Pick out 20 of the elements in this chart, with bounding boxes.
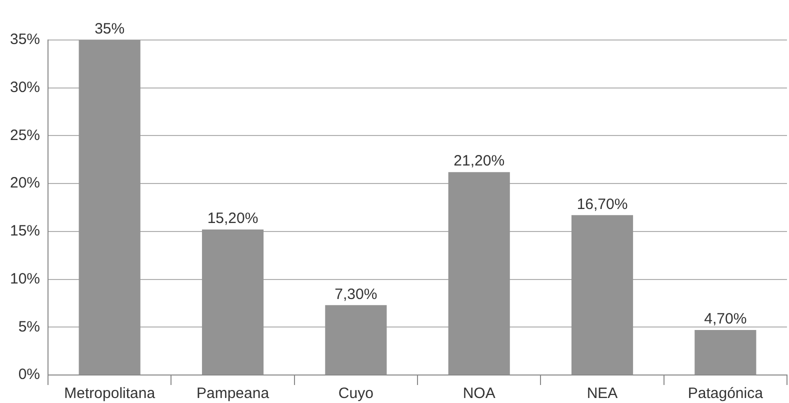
data-label: 15,20%	[207, 210, 258, 228]
y-tick-label: 15%	[10, 222, 40, 240]
data-label: 35%	[94, 20, 125, 38]
y-tick-label: 20%	[10, 174, 40, 192]
y-tick-label: 5%	[18, 318, 40, 336]
x-tick-label: Cuyo	[338, 385, 374, 402]
data-label: 4,70%	[704, 310, 747, 328]
y-tick-label: 35%	[10, 31, 40, 48]
x-tick-label: Pampeana	[196, 385, 270, 402]
x-tick-label: Metropolitana	[64, 385, 156, 402]
y-tick-label: 25%	[10, 126, 40, 144]
y-tick-label: 10%	[10, 270, 40, 288]
data-label: 16,70%	[576, 196, 628, 213]
x-tick-label: Patagónica	[688, 385, 764, 402]
y-tick-label: 30%	[10, 79, 40, 96]
x-tick-label: NOA	[462, 385, 496, 402]
y-tick-label: 0%	[18, 366, 40, 384]
data-label: 21,20%	[454, 152, 505, 170]
x-tick-label: NEA	[586, 385, 618, 402]
data-label: 7,30%	[334, 286, 378, 303]
